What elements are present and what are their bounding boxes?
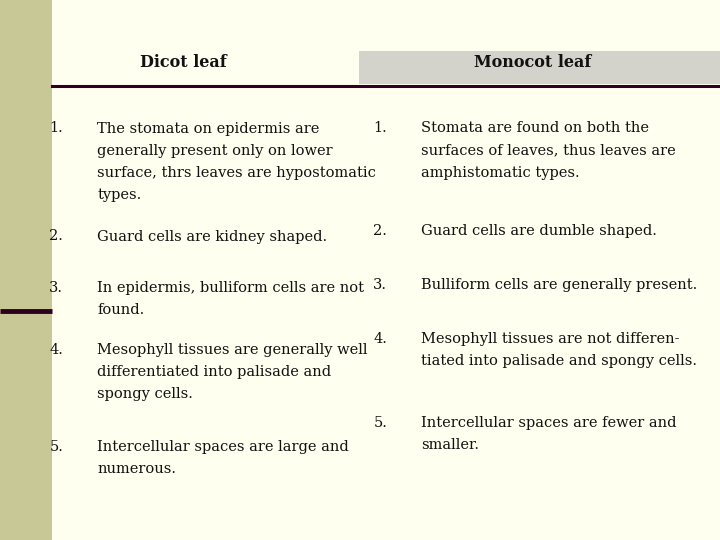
Bar xyxy=(0,0,52,540)
Text: In epidermis, bulliform cells are not
found.: In epidermis, bulliform cells are not fo… xyxy=(97,281,364,317)
Text: Dicot leaf: Dicot leaf xyxy=(140,53,227,71)
Text: 1.: 1. xyxy=(50,122,63,136)
Text: 4.: 4. xyxy=(374,332,387,346)
Text: 2.: 2. xyxy=(374,224,387,238)
Bar xyxy=(359,51,720,84)
Text: 5.: 5. xyxy=(50,440,63,454)
Text: 5.: 5. xyxy=(374,416,387,430)
Text: 3.: 3. xyxy=(374,278,387,292)
Text: Stomata are found on both the
surfaces of leaves, thus leaves are
amphistomatic : Stomata are found on both the surfaces o… xyxy=(421,122,676,180)
Text: 1.: 1. xyxy=(374,122,387,136)
Text: Mesophyll tissues are not differen-
tiated into palisade and spongy cells.: Mesophyll tissues are not differen- tiat… xyxy=(421,332,697,368)
Text: Intercellular spaces are fewer and
smaller.: Intercellular spaces are fewer and small… xyxy=(421,416,677,452)
Text: Intercellular spaces are large and
numerous.: Intercellular spaces are large and numer… xyxy=(97,440,349,476)
Text: Bulliform cells are generally present.: Bulliform cells are generally present. xyxy=(421,278,698,292)
Text: Mesophyll tissues are generally well
differentiated into palisade and
spongy cel: Mesophyll tissues are generally well dif… xyxy=(97,343,368,401)
Text: Guard cells are dumble shaped.: Guard cells are dumble shaped. xyxy=(421,224,657,238)
Text: 3.: 3. xyxy=(50,281,63,295)
Text: 2.: 2. xyxy=(50,230,63,244)
Text: Guard cells are kidney shaped.: Guard cells are kidney shaped. xyxy=(97,230,328,244)
Text: Monocot leaf: Monocot leaf xyxy=(474,53,591,71)
Text: 4.: 4. xyxy=(50,343,63,357)
Text: The stomata on epidermis are
generally present only on lower
surface, thrs leave: The stomata on epidermis are generally p… xyxy=(97,122,376,202)
